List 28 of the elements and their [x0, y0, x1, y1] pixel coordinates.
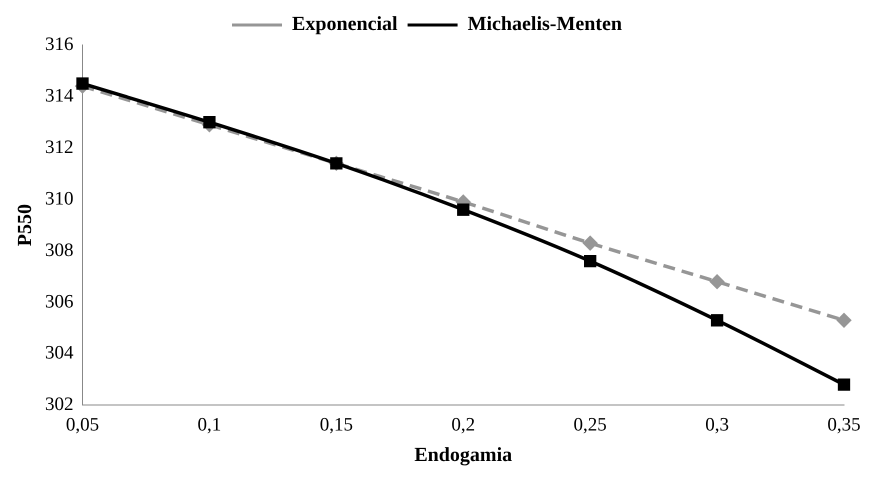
point [836, 312, 852, 328]
legend-label: Exponencial [292, 13, 398, 36]
y-tick-label: 304 [45, 342, 74, 364]
y-tick-label: 308 [45, 240, 74, 261]
point [203, 116, 216, 128]
x-tick-label: 0,15 [320, 414, 353, 436]
legend-label: Michaelis-Menten [468, 13, 622, 36]
x-axis-title: Endogamia [414, 444, 512, 466]
x-tick-label: 0,1 [198, 414, 222, 436]
x-tick-label: 0,2 [451, 414, 476, 436]
y-axis-title: P550 [14, 204, 36, 246]
x-tick-label: 0,05 [66, 414, 100, 436]
point [76, 77, 89, 90]
y-tick-label: 316 [45, 34, 74, 55]
y-tick-label: 310 [45, 188, 74, 210]
point [584, 254, 596, 268]
point [582, 236, 598, 251]
point [710, 314, 724, 326]
x-tick-label: 0,35 [827, 414, 861, 436]
point [838, 378, 850, 391]
y-tick-label: 314 [45, 85, 74, 106]
x-tick-label: 0,25 [574, 414, 607, 436]
point [457, 204, 470, 216]
y-tick-label: 302 [45, 394, 74, 416]
y-tick-label: 312 [45, 136, 74, 158]
x-tick-label: 0,3 [705, 414, 729, 436]
y-tick-label: 306 [45, 291, 74, 312]
point [710, 274, 725, 290]
